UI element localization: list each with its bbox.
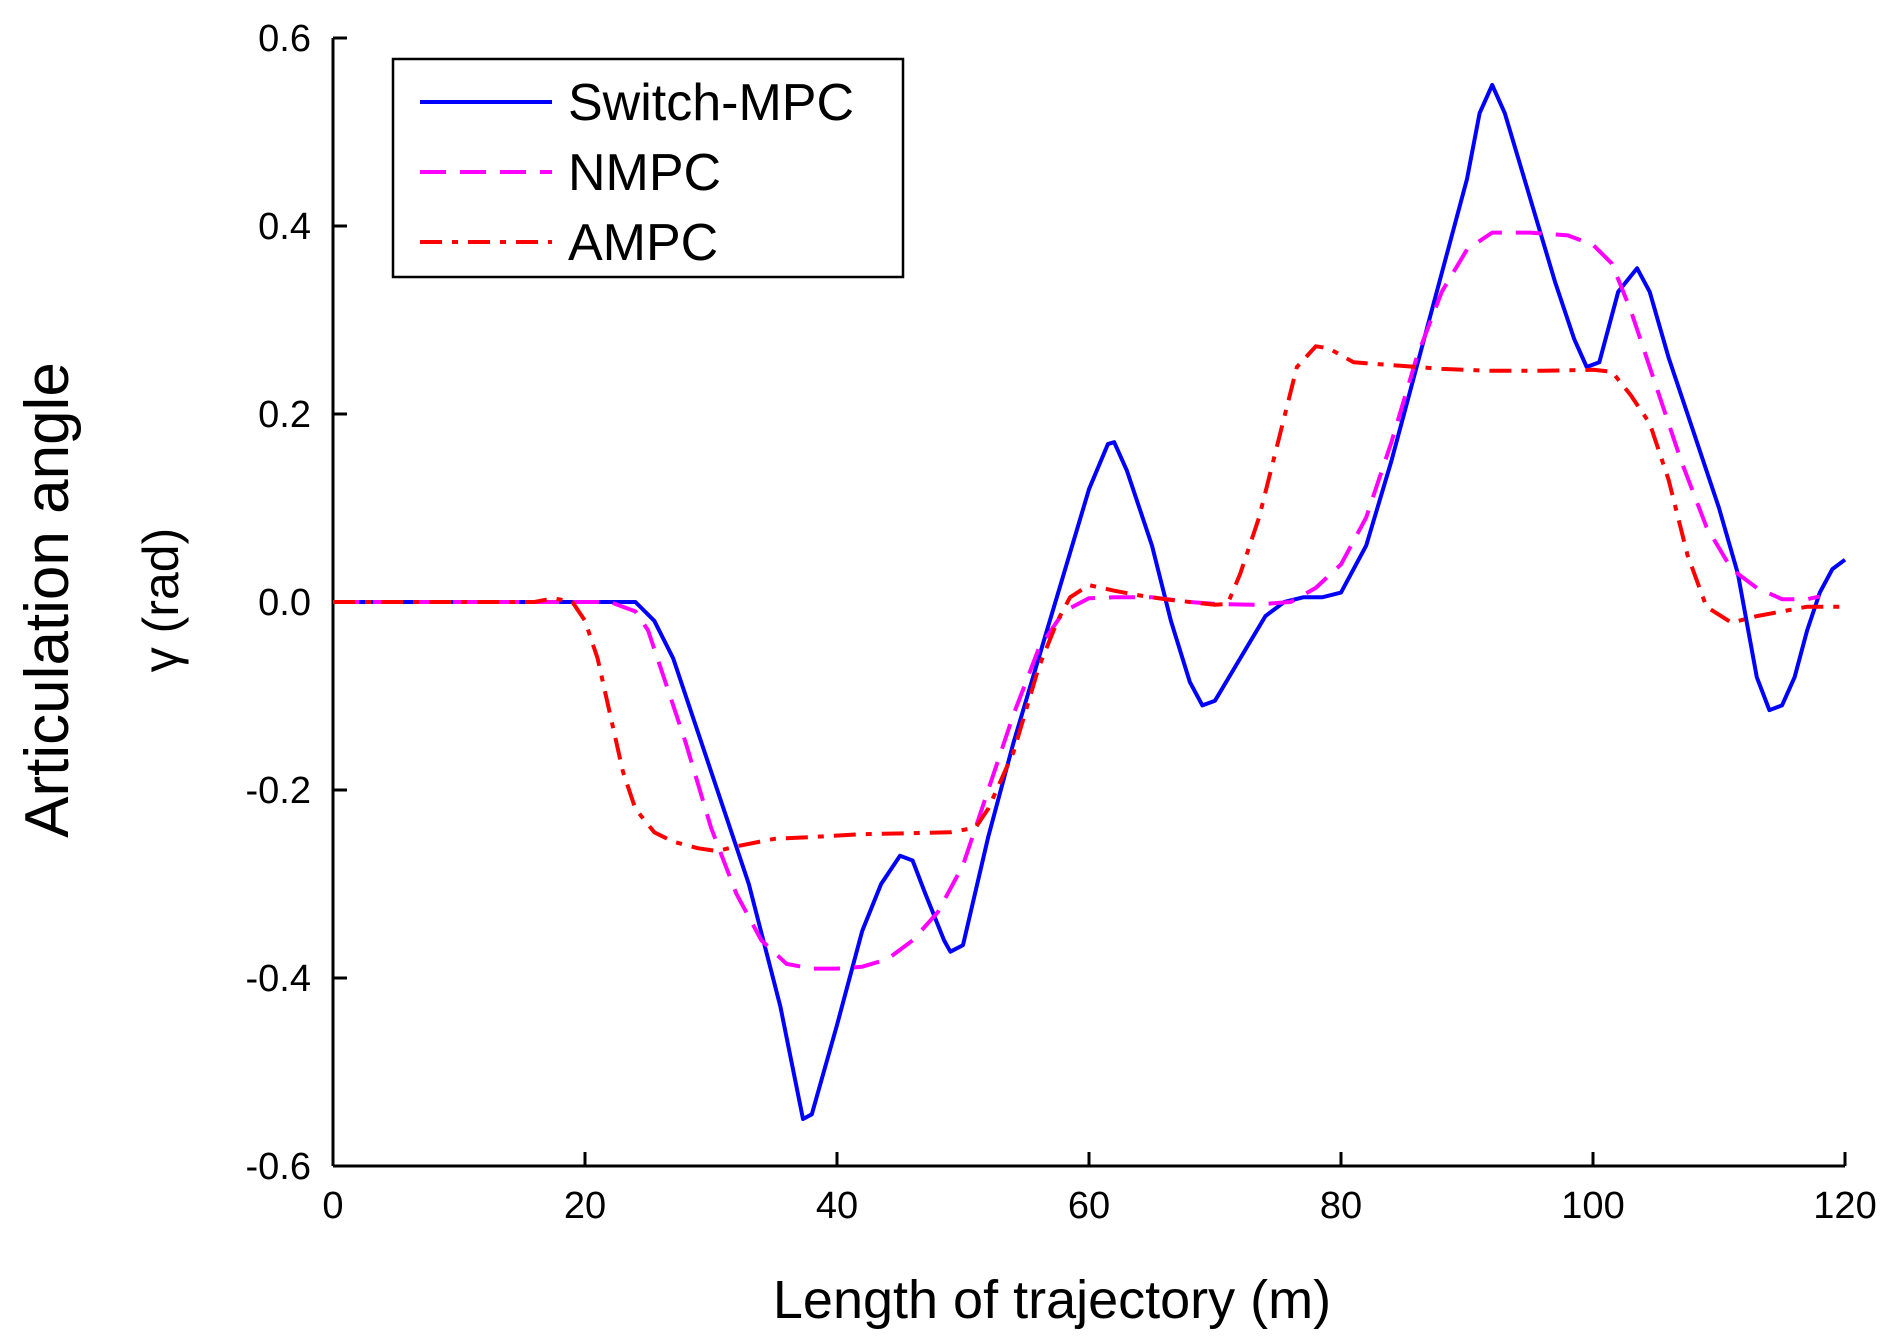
x-tick-label: 100 — [1561, 1185, 1624, 1227]
legend: Switch-MPC NMPC AMPC — [391, 57, 905, 279]
x-tick-label: 20 — [564, 1185, 606, 1227]
y-axis-title-line1: Articulation angle — [13, 362, 82, 838]
y-tick-label: -0.4 — [246, 958, 311, 1000]
y-tick-label: -0.6 — [246, 1146, 311, 1188]
x-tick-label: 80 — [1320, 1185, 1362, 1227]
y-tick-label: 0.0 — [258, 582, 311, 624]
legend-label-switch-mpc: Switch-MPC — [568, 74, 854, 132]
y-tick-label: 0.2 — [258, 394, 311, 436]
y-tick-label: 0.6 — [258, 18, 311, 60]
y-axis-title-line2: γ (rad) — [133, 528, 189, 672]
x-axis-ticks: 0 20 40 60 80 100 120 — [322, 1152, 1877, 1227]
y-axis-ticks: -0.6 -0.4 -0.2 0.0 0.2 0.4 0.6 — [246, 18, 347, 1188]
series-line-ampc — [333, 344, 1845, 854]
legend-label-ampc: AMPC — [568, 214, 718, 272]
series-layer — [333, 83, 1847, 1121]
y-tick-label: -0.2 — [246, 770, 311, 812]
x-axis-title: Length of trajectory (m) — [773, 1270, 1331, 1330]
x-tick-label: 0 — [322, 1185, 343, 1227]
x-tick-label: 60 — [1068, 1185, 1110, 1227]
x-tick-label: 40 — [816, 1185, 858, 1227]
x-tick-label: 120 — [1813, 1185, 1876, 1227]
y-tick-label: 0.4 — [258, 206, 311, 248]
series-line-switch-mpc — [333, 83, 1847, 1121]
legend-label-nmpc: NMPC — [568, 144, 721, 202]
